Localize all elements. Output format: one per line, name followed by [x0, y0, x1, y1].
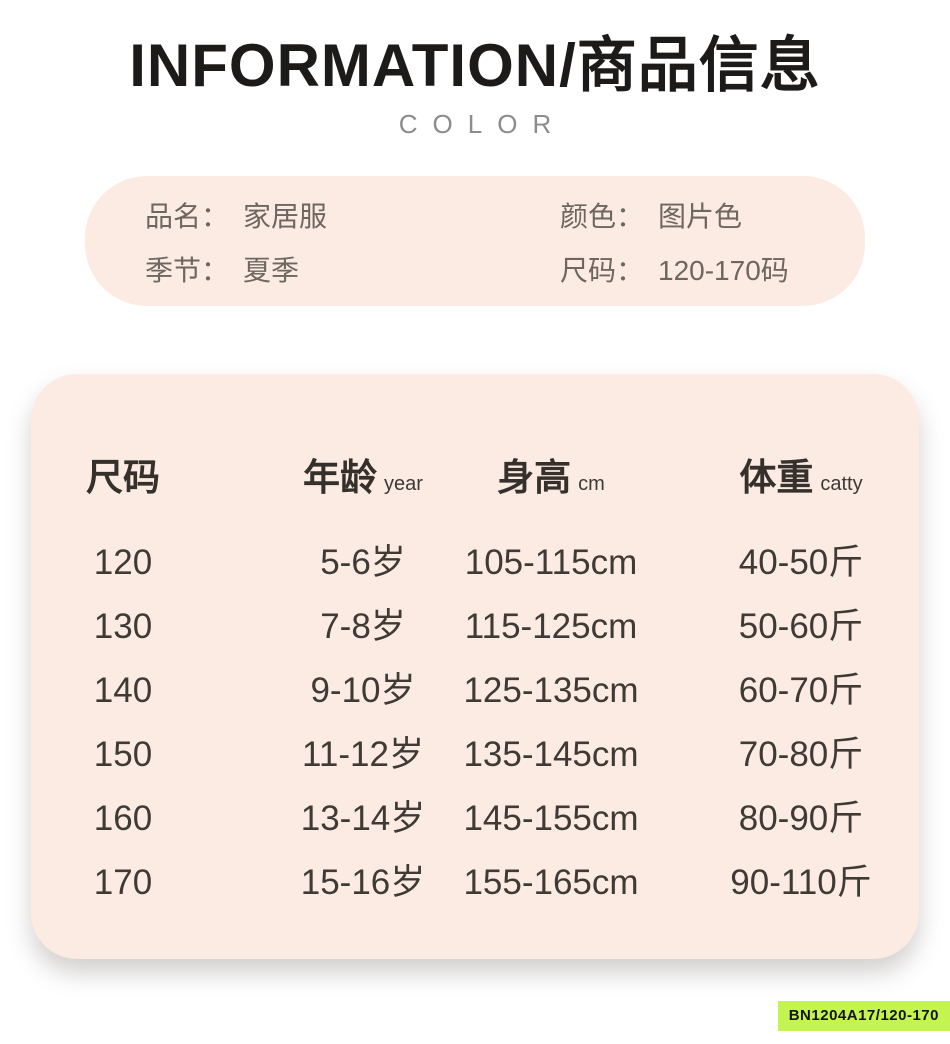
table-cell: 70-80斤	[738, 735, 864, 774]
info-value: 家居服	[243, 201, 328, 232]
info-field-product-name: 品名： 家居服	[145, 200, 560, 234]
table-row: 120 5-6岁 105-115cm 40-50斤	[31, 531, 919, 595]
table-row: 130 7-8岁 115-125cm 50-60斤	[31, 595, 919, 659]
table-cell: 160	[93, 799, 153, 838]
table-row: 170 15-16岁 155-165cm 90-110斤	[31, 851, 919, 915]
column-unit: catty	[820, 473, 863, 495]
column-title: 体重	[739, 457, 814, 498]
info-label: 颜色：	[560, 201, 645, 232]
column-unit: year	[384, 473, 423, 495]
table-cell: 145-155cm	[463, 799, 639, 838]
size-chart-column-header: 体重 catty	[739, 450, 862, 512]
info-field-color: 颜色： 图片色	[560, 200, 865, 234]
info-field-season: 季节： 夏季	[145, 254, 560, 288]
page-subtitle: COLOR	[398, 109, 567, 139]
table-cell: 130	[93, 607, 153, 646]
column-title: 身高	[497, 457, 572, 498]
table-cell: 90-110斤	[730, 863, 872, 902]
table-row: 150 11-12岁 135-145cm 70-80斤	[31, 723, 919, 787]
table-cell: 13-14岁	[300, 799, 426, 838]
table-cell: 15-16岁	[300, 863, 426, 902]
info-value: 图片色	[658, 201, 743, 232]
sku-badge: BN1204A17/120-170	[777, 1001, 950, 1031]
page-title: INFORMATION/商品信息	[129, 32, 821, 99]
info-value: 夏季	[243, 255, 300, 286]
table-row: 160 13-14岁 145-155cm 80-90斤	[31, 787, 919, 851]
table-row: 140 9-10岁 125-135cm 60-70斤	[31, 659, 919, 723]
size-chart-column-header: 身高 cm	[497, 450, 605, 512]
table-cell: 170	[93, 863, 153, 902]
size-chart-panel: 尺码 年龄 year 身高 cm 体重 catty 120 5-6岁 105-115cm 40-5…	[31, 374, 919, 959]
table-cell: 135-145cm	[463, 735, 639, 774]
table-cell: 80-90斤	[738, 799, 864, 838]
size-chart-rows: 120 5-6岁 105-115cm 40-50斤 130 7-8岁 115-125cm 50…	[31, 531, 919, 915]
size-chart-column-header: 年龄 year	[303, 450, 423, 512]
table-cell: 5-6岁	[320, 543, 406, 582]
info-value: 120-170码	[658, 255, 789, 286]
column-unit: cm	[578, 473, 605, 495]
info-label: 品名：	[145, 201, 230, 232]
table-cell: 11-12岁	[302, 735, 424, 774]
table-cell: 7-8岁	[320, 607, 406, 646]
column-title: 尺码	[86, 457, 160, 498]
info-label: 尺码：	[560, 255, 645, 286]
table-cell: 125-135cm	[463, 671, 639, 710]
product-info-panel: 品名： 家居服 颜色： 图片色 季节： 夏季 尺码： 120-170码	[85, 176, 865, 306]
info-label: 季节：	[145, 255, 230, 286]
table-cell: 120	[93, 543, 153, 582]
info-field-size-range: 尺码： 120-170码	[560, 254, 865, 288]
table-cell: 115-125cm	[464, 607, 638, 646]
table-cell: 140	[93, 671, 153, 710]
column-title: 年龄	[303, 457, 378, 498]
table-cell: 60-70斤	[738, 671, 864, 710]
size-chart-column-header: 尺码	[86, 450, 160, 506]
table-cell: 105-115cm	[464, 543, 638, 582]
table-cell: 50-60斤	[738, 607, 864, 646]
table-cell: 9-10岁	[310, 671, 416, 710]
table-cell: 155-165cm	[463, 863, 639, 902]
table-cell: 150	[93, 735, 153, 774]
table-cell: 40-50斤	[738, 543, 864, 582]
size-chart-header-row: 尺码 年龄 year 身高 cm 体重 catty	[31, 450, 919, 506]
